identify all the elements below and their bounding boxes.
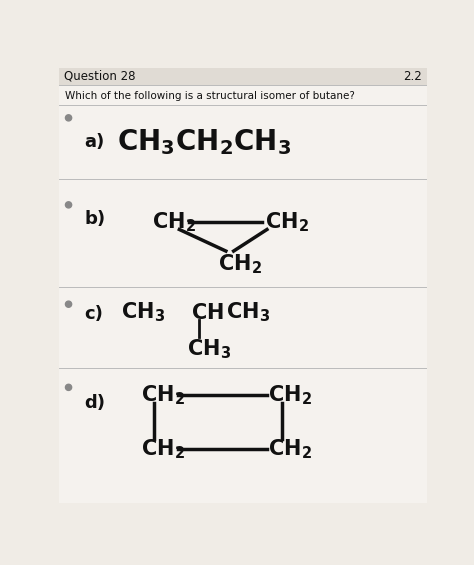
Text: $\mathbf{CH_3}$: $\mathbf{CH_3}$ (226, 301, 270, 324)
Text: c): c) (84, 305, 103, 323)
Text: $\mathbf{CH_2}$: $\mathbf{CH_2}$ (264, 210, 309, 233)
Text: $\mathbf{CH_2}$: $\mathbf{CH_2}$ (152, 210, 196, 233)
Text: $\mathbf{CH_2}$: $\mathbf{CH_2}$ (218, 253, 262, 276)
Circle shape (65, 115, 72, 121)
Circle shape (65, 384, 72, 390)
Text: 2.2: 2.2 (403, 69, 422, 82)
Text: $\mathbf{CH_3CH_2CH_3}$: $\mathbf{CH_3CH_2CH_3}$ (118, 128, 292, 158)
Text: $\mathbf{CH_2}$: $\mathbf{CH_2}$ (268, 437, 312, 460)
Text: $\mathbf{CH_2}$: $\mathbf{CH_2}$ (141, 437, 184, 460)
Text: a): a) (84, 133, 104, 151)
Text: Question 28: Question 28 (64, 69, 136, 82)
Circle shape (65, 202, 72, 208)
Text: $\mathbf{CH_2}$: $\mathbf{CH_2}$ (268, 383, 312, 407)
Circle shape (65, 301, 72, 307)
Bar (59, 68, 427, 85)
Text: $\mathbf{CH}$: $\mathbf{CH}$ (191, 303, 224, 323)
Text: $\mathbf{CH_2}$: $\mathbf{CH_2}$ (141, 383, 184, 407)
Text: d): d) (84, 394, 105, 412)
Text: $\mathbf{CH_3}$: $\mathbf{CH_3}$ (187, 337, 231, 360)
Text: Which of the following is a structural isomer of butane?: Which of the following is a structural i… (65, 90, 356, 101)
Text: $\mathbf{CH_3}$: $\mathbf{CH_3}$ (121, 301, 165, 324)
Text: b): b) (84, 211, 105, 228)
